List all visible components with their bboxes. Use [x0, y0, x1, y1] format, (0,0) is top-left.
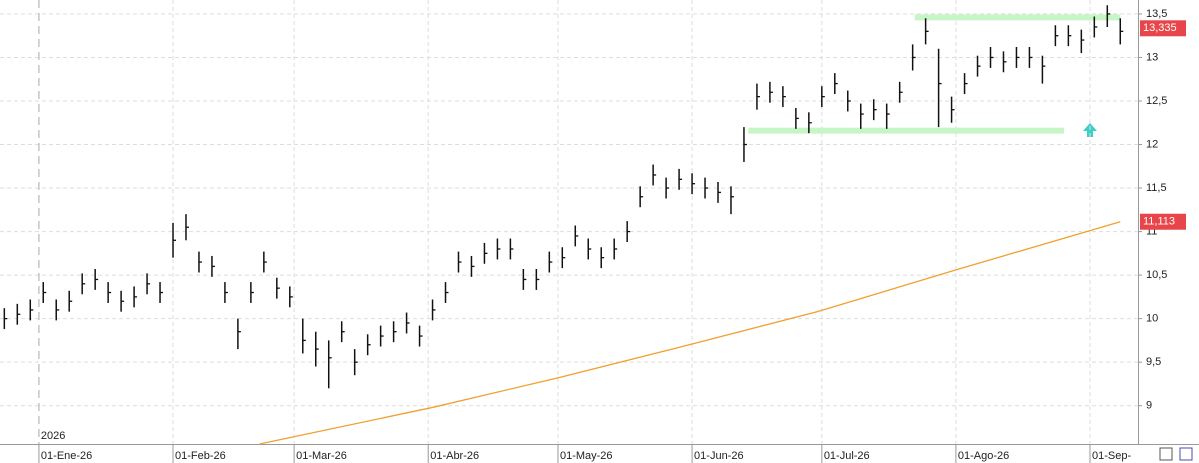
y-tick-label: 9: [1146, 400, 1152, 412]
year-label: 2026: [41, 430, 65, 442]
price-label-box: [1140, 213, 1186, 230]
moving-average: [259, 221, 1121, 445]
y-tick-label: 13,5: [1146, 8, 1167, 20]
y-tick-label: 12: [1146, 138, 1158, 150]
x-tick-label: 01-Mar-26: [296, 450, 347, 462]
x-tick-label: 01-Ene-26: [41, 450, 92, 462]
price-label: 13,335: [1143, 22, 1177, 34]
x-tick-label: 01-Abr-26: [430, 450, 479, 462]
x-tick-label: 01-Jul-26: [824, 450, 870, 462]
y-tick-label: 10,5: [1146, 269, 1167, 281]
y-tick-label: 11,5: [1146, 182, 1167, 194]
price-label-box: [1140, 20, 1186, 37]
x-tick-label: 01-May-26: [560, 450, 613, 462]
price-label: 11,113: [1143, 216, 1175, 228]
y-tick-label: 13: [1146, 51, 1158, 63]
x-tick-label: 01-Jun-26: [694, 450, 744, 462]
y-tick-label: 10: [1146, 313, 1158, 325]
toolbar-icons[interactable]: [1159, 447, 1193, 461]
x-tick-label: 01-Ago-26: [958, 450, 1009, 462]
x-tick-label: 01-Sep-: [1092, 450, 1131, 462]
y-tick-label: 11: [1146, 225, 1157, 237]
y-tick-label: 12,5: [1146, 95, 1167, 107]
y-tick-label: 9,5: [1146, 356, 1161, 368]
x-tick-label: 01-Feb-26: [175, 450, 226, 462]
